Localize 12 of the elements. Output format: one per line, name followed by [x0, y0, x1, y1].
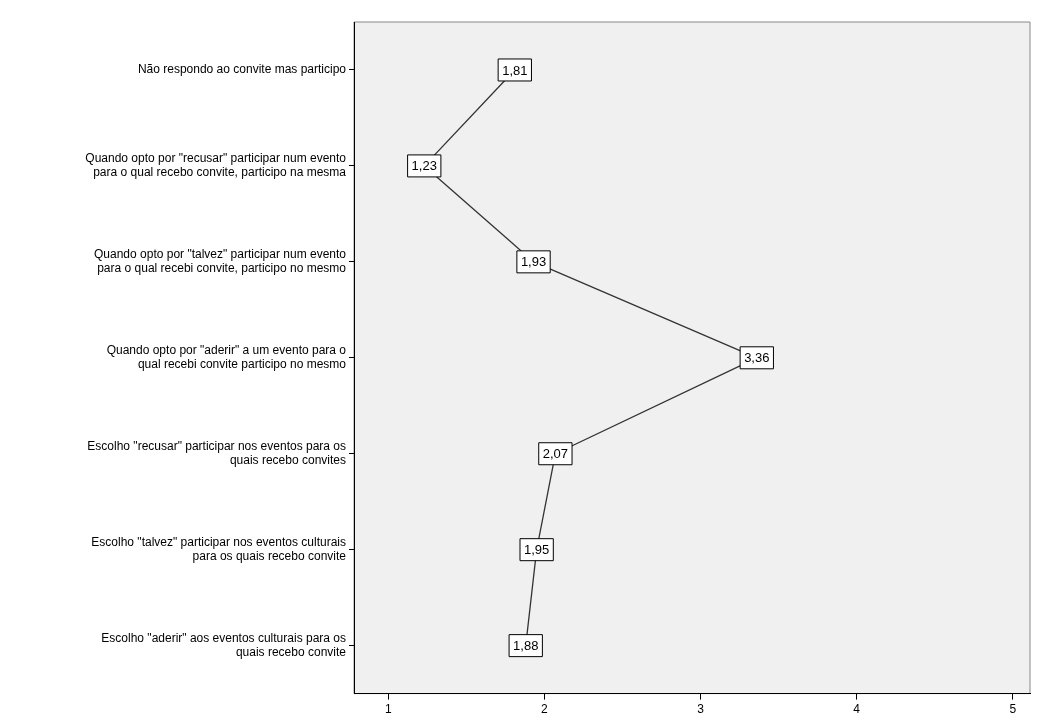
y-tick-label: Escolho "talvez" participar nos eventos culturais para os quais recebo convite — [91, 534, 347, 564]
x-tick-label: 2 — [541, 702, 549, 717]
y-tick-label: Escolho "aderir" aos eventos culturais para os quais recebo convite — [101, 630, 347, 660]
x-tick-label: 5 — [1009, 702, 1017, 717]
y-tick-label: Não respondo ao convite mas participo — [137, 62, 347, 77]
y-tick-label: Quando opto por "aderir" a um evento para o qual recebi convite participo no mesmo — [106, 342, 347, 372]
y-tick-label: Escolho "recusar" participar nos eventos para os quais recebo convites — [87, 438, 346, 468]
x-tick-label: 4 — [853, 702, 861, 717]
x-tick-label: 1 — [385, 702, 392, 717]
y-tick-label: Quando opto por "recusar" participar num evento para o qual recebo convite, participo na mesma — [85, 151, 347, 180]
y-tick-label: Quando opto por "talvez" participar num evento para o qual recebi convite, participo no mesmo — [94, 246, 347, 276]
x-tick-label: 3 — [697, 702, 705, 717]
